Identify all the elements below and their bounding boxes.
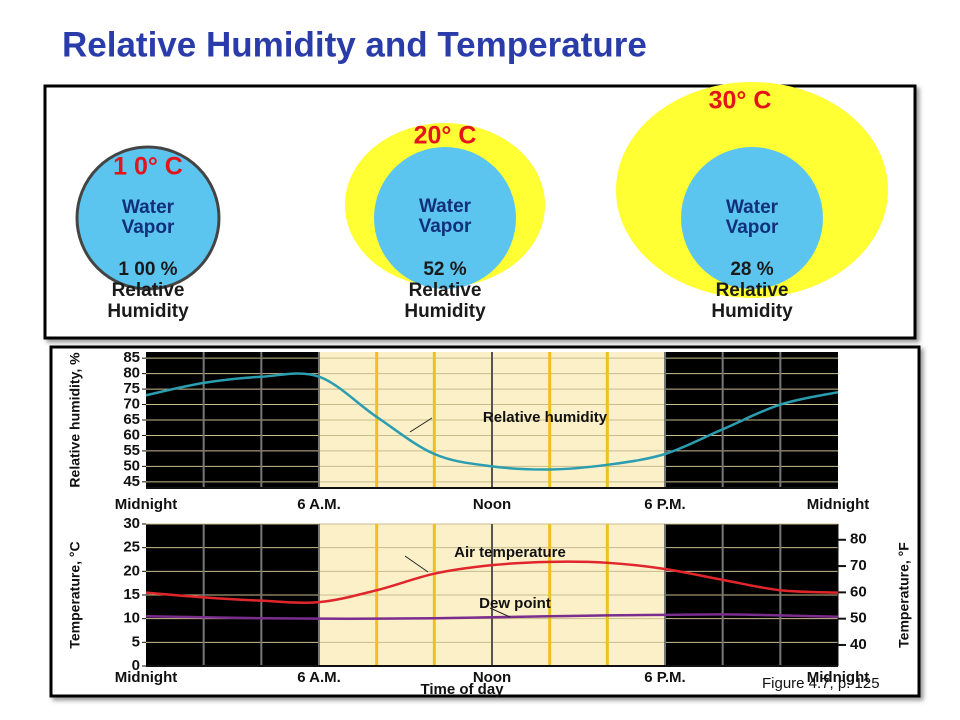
y2-tick-label: 40 [850,636,867,653]
humidity-label: Relative [409,280,482,301]
y-tick-label: 75 [123,380,140,397]
y-tick-label: 20 [123,562,140,579]
annotation-leader [489,607,511,618]
temperature-label: 1 0° C [113,153,183,181]
y-tick-label: 25 [123,539,140,556]
series-line [145,560,839,604]
annotation-leader [409,417,433,433]
temperature-label: 30° C [709,87,772,115]
vapor-label: Vapor [419,216,472,237]
humidity-value: 1 00 % [118,259,177,280]
y-tick-label: 80 [123,365,140,382]
slide-title: Relative Humidity and Temperature [62,25,647,64]
vapor-label: Water [122,197,175,218]
vapor-circle [681,147,823,289]
humidity-label: Humidity [711,301,793,322]
x-axis-label: Time of day [420,681,504,698]
y-tick-label: 50 [123,457,140,474]
humidity-label: Relative [716,280,789,301]
y-axis-label: Temperature, °C [67,541,83,648]
y-tick-label: 45 [123,473,140,490]
annotation: Dew point [479,595,551,612]
y-axis-label: Relative humidity, % [67,352,83,488]
y-tick-label: 85 [123,349,140,366]
diagram: 1 0° C Water Vapor 1 00 % Relative Humid… [75,82,888,322]
y-tick-label: 60 [123,426,140,443]
vapor-label: Vapor [122,217,175,238]
y2-tick-label: 60 [850,583,867,600]
annotation: Relative humidity [483,409,608,426]
y2-axis-label: Temperature, °F [896,542,912,648]
y-tick-label: 0 [132,657,140,674]
x-tick-label: Midnight [115,669,177,686]
annotation-leader [404,555,429,573]
x-tick-label: Midnight [807,669,869,686]
vapor-circle [75,145,221,291]
y-tick-label: 55 [123,442,140,459]
humidity-label: Humidity [404,301,486,322]
x-tick-label: 6 A.M. [297,496,341,513]
vapor-label: Water [419,196,472,217]
y2-tick-label: 50 [850,610,867,627]
x-tick-label: 6 A.M. [297,669,341,686]
y-tick-label: 30 [123,515,140,532]
y2-tick-label: 80 [850,531,867,548]
x-tick-label: Midnight [115,496,177,513]
humidity-value: 52 % [423,259,466,280]
y-tick-label: 70 [123,396,140,413]
series-line [145,372,839,471]
series-line [145,613,839,620]
x-tick-label: Noon [473,669,511,686]
x-tick-label: 6 P.M. [644,669,685,686]
y-tick-label: 5 [132,633,140,650]
x-tick-label: 6 P.M. [644,496,685,513]
x-tick-label: Midnight [807,496,869,513]
vapor-label: Vapor [726,217,779,238]
vapor-label: Water [726,197,779,218]
y-tick-label: 15 [123,586,140,603]
x-tick-label: Noon [473,496,511,513]
caption: Figure 4.7, p. 125 [762,675,880,692]
humidity-label: Humidity [107,301,189,322]
y2-tick-label: 70 [850,557,867,574]
humidity-value: 28 % [730,259,773,280]
humidity-label: Relative [112,280,185,301]
annotation: Air temperature [454,544,566,561]
y-tick-label: 10 [123,610,140,627]
vapor-circle [374,147,516,289]
y-tick-label: 65 [123,411,140,428]
temperature-label: 20° C [414,122,477,150]
